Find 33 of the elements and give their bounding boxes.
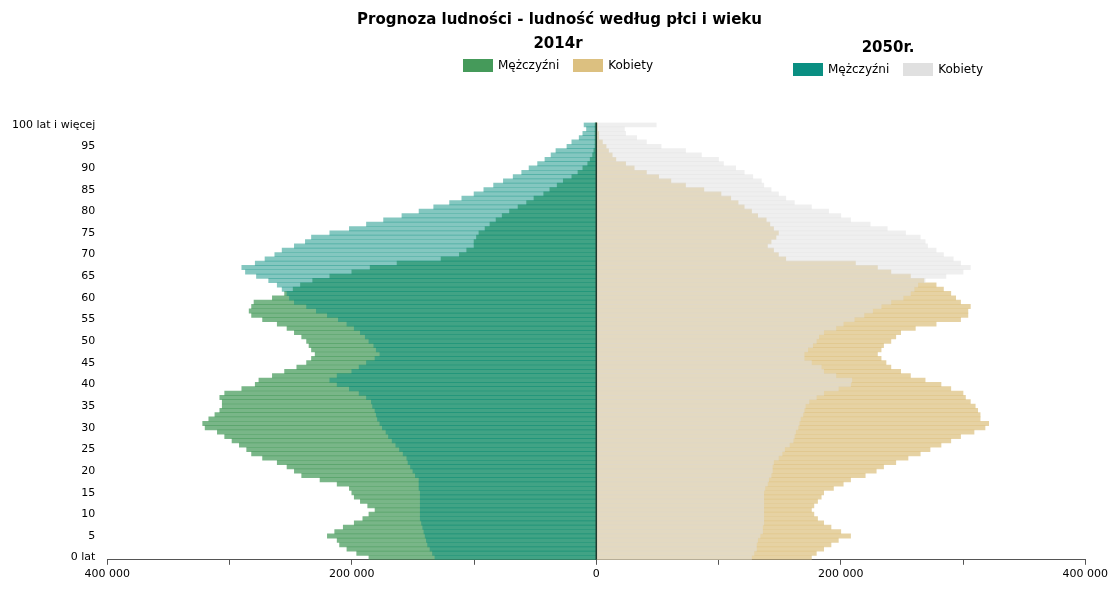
y-tick-label: 90: [81, 160, 96, 174]
legend-label: Mężczyźni: [827, 62, 890, 76]
x-tick-label: 200 000: [818, 567, 864, 581]
y-tick-label: 55: [81, 312, 96, 326]
y-tick-label: 20: [81, 463, 96, 477]
y-tick-label: 60: [81, 290, 96, 304]
y-tick-label: 10: [81, 507, 96, 521]
y-tick-label: 85: [81, 182, 96, 196]
y-tick-label: 50: [81, 334, 96, 348]
chart-title: Prognoza ludności - ludność według płci i wieku: [356, 10, 763, 28]
y-tick-label: 40: [81, 377, 96, 391]
legend-label: Kobiety: [608, 58, 654, 72]
y-tick-label: 25: [81, 442, 96, 456]
y-tick-label: 65: [81, 269, 96, 283]
y-tick-label: 30: [81, 420, 96, 434]
y-tick-label: 100 lat i więcej: [12, 117, 96, 131]
x-tick-label: 0: [592, 567, 600, 581]
y-tick-label: 80: [81, 204, 96, 218]
y-tick-label: 5: [88, 528, 96, 542]
text: 2014r: [532, 34, 584, 52]
x-tick-label: 400 000: [84, 567, 131, 581]
legend-label: Kobiety: [938, 62, 984, 76]
y-tick-label: 75: [81, 225, 96, 239]
y-tick-label: 45: [81, 355, 96, 369]
x-tick-label: 400 000: [1062, 567, 1109, 581]
y-tick-label: 35: [81, 398, 96, 412]
legend-label: Mężczyźni: [497, 58, 560, 72]
x-tick-label: 200 000: [329, 567, 375, 581]
y-tick-label: 70: [81, 247, 96, 261]
text: 2050r.: [860, 38, 916, 56]
y-tick-label: 15: [81, 485, 96, 499]
y-tick-label: 95: [81, 139, 96, 153]
y-tick-label: 0 lat: [70, 550, 97, 564]
